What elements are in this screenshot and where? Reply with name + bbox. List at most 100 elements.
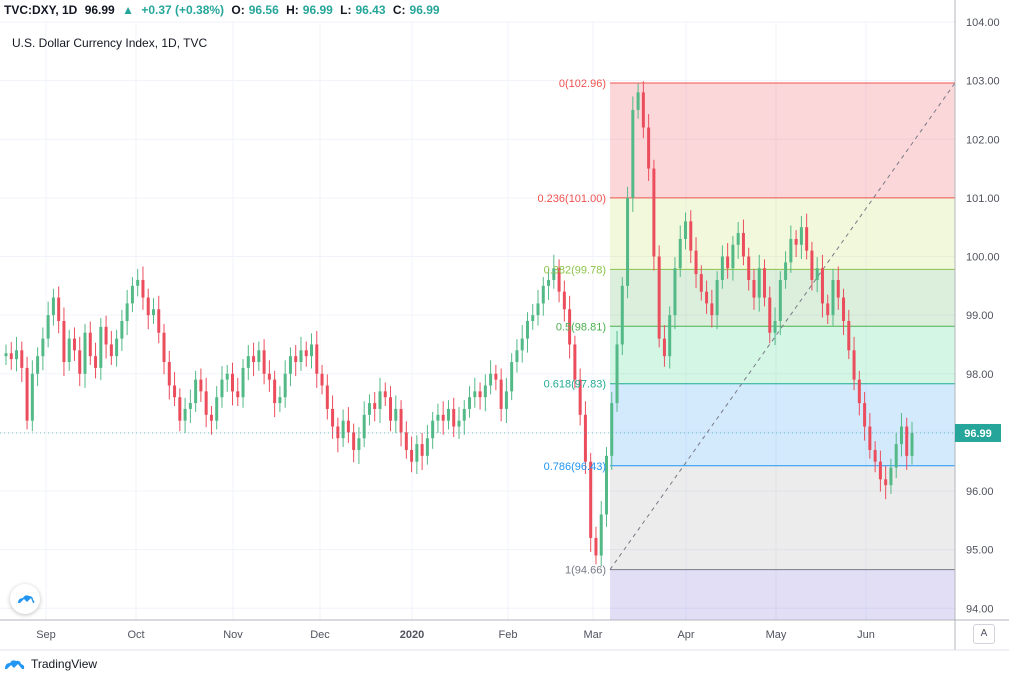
candle-body	[46, 315, 50, 339]
cloud-icon	[18, 595, 35, 603]
candle-body	[310, 344, 314, 357]
candle-body	[905, 426, 909, 456]
candle-body	[478, 391, 482, 398]
candle-body	[657, 256, 661, 339]
candle-body	[183, 408, 187, 421]
tradingview-badge[interactable]	[10, 584, 40, 614]
footer-brand[interactable]: TradingView	[3, 657, 97, 671]
candle-body	[847, 321, 851, 351]
candle-body	[468, 397, 472, 409]
candle-body	[647, 127, 651, 169]
candle-body	[125, 303, 129, 321]
candle-body	[604, 455, 608, 515]
symbol-header: TVC:DXY, 1D 96.99 ▲ +0.37 (+0.38%) O: 96.…	[4, 3, 444, 17]
open-value: 96.56	[248, 3, 279, 17]
candle-body	[178, 397, 182, 421]
candle-body	[910, 432, 914, 456]
candle-body	[583, 414, 587, 462]
candle-body	[78, 350, 82, 374]
candle-body	[20, 350, 24, 368]
candle-body	[83, 332, 87, 374]
candle-body	[631, 109, 635, 198]
candle-body	[678, 238, 682, 269]
candle-body	[610, 403, 614, 456]
candle-body	[199, 379, 203, 392]
candle-body	[389, 397, 393, 421]
brand-name: TradingView	[31, 657, 98, 671]
candle-body	[167, 362, 171, 386]
close-label: C:	[392, 3, 406, 17]
candle-body	[794, 238, 798, 245]
candle-body	[441, 414, 445, 421]
x-tick-label: Mar	[584, 629, 603, 641]
candle-body	[878, 461, 882, 480]
fib-level-label: 0.236(101.00)	[538, 193, 607, 205]
fib-band	[610, 269, 955, 327]
candle-body	[784, 262, 788, 280]
candle-body	[694, 250, 698, 275]
candle-body	[209, 414, 213, 421]
candle-body	[483, 385, 487, 398]
candle-body	[362, 414, 366, 439]
current-price-tag	[955, 423, 1001, 442]
fib-level-label: 0.382(99.78)	[544, 264, 606, 276]
y-tick-label: 100.00	[966, 252, 1000, 264]
candle-body	[578, 379, 582, 415]
candle-body	[473, 391, 477, 398]
open-label: O:	[231, 3, 245, 17]
candle-body	[752, 279, 756, 298]
close-value: 96.99	[409, 3, 440, 17]
candle-body	[768, 297, 772, 333]
candle-body	[589, 461, 593, 538]
candle-body	[162, 332, 166, 363]
candle-body	[431, 420, 435, 439]
candle-body	[273, 379, 277, 404]
candle-body	[257, 350, 261, 363]
candle-body	[810, 250, 814, 280]
candlestick-series	[4, 81, 914, 567]
y-tick-label: 99.00	[966, 310, 994, 322]
symbol-name[interactable]: TVC:DXY, 1D	[4, 3, 78, 17]
candle-body	[72, 338, 76, 351]
candle-body	[799, 227, 803, 245]
candle-body	[173, 385, 177, 398]
candle-body	[88, 332, 92, 357]
candle-body	[836, 279, 840, 298]
candle-body	[820, 268, 824, 304]
candle-body	[831, 279, 835, 316]
x-tick-label: Sep	[36, 629, 56, 641]
candle-body	[225, 373, 229, 380]
candle-body	[236, 391, 240, 398]
candle-body	[652, 168, 656, 257]
chart-title: U.S. Dollar Currency Index, 1D, TVC	[12, 36, 208, 50]
candle-body	[157, 309, 161, 333]
candle-body	[115, 338, 119, 357]
candle-body	[673, 268, 677, 316]
candle-body	[94, 356, 98, 368]
candle-body	[188, 403, 192, 409]
high-value: 96.99	[302, 3, 333, 17]
low-label: L:	[340, 3, 352, 17]
fib-level-label: 0.5(98.81)	[556, 321, 606, 333]
fib-band	[610, 569, 955, 620]
candle-body	[520, 338, 524, 351]
candle-body	[194, 379, 198, 404]
candle-body	[57, 297, 61, 321]
grid-lines	[0, 21, 955, 620]
candle-body	[231, 373, 234, 392]
candle-body	[241, 367, 245, 398]
auto-scale-button[interactable]: A	[973, 624, 995, 644]
candle-body	[868, 426, 872, 450]
candle-body	[763, 268, 767, 298]
candle-body	[373, 403, 377, 409]
fib-band	[610, 326, 955, 384]
fibonacci-retracement[interactable]	[609, 82, 956, 620]
candle-body	[668, 315, 672, 357]
candle-body	[283, 373, 287, 398]
candle-body	[331, 408, 335, 427]
candle-body	[641, 92, 645, 128]
candle-body	[457, 420, 461, 427]
candle-body	[684, 221, 687, 239]
candle-body	[662, 338, 666, 357]
